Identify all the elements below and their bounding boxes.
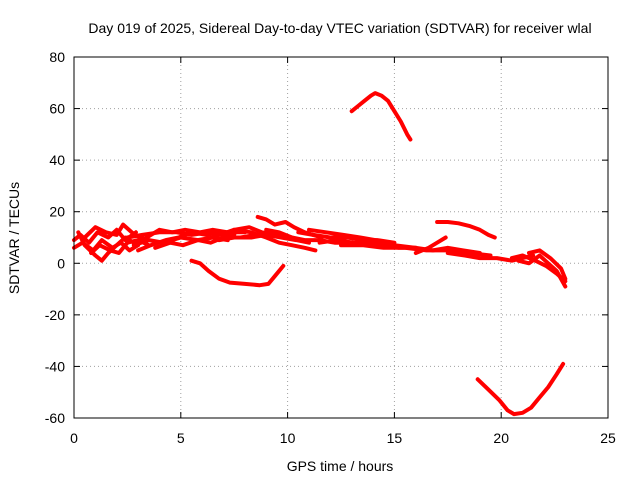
x-tick-label-0: 0 [70, 430, 78, 446]
x-tick-label-1: 5 [177, 430, 185, 446]
chart-title: Day 019 of 2025, Sidereal Day-to-day VTE… [88, 20, 591, 36]
series-arc-late-4 [445, 251, 536, 263]
series-arc-late-2 [371, 238, 482, 255]
ticks [73, 56, 609, 419]
x-axis-label: GPS time / hours [287, 458, 394, 474]
series-arc-high-1 [435, 220, 497, 240]
plot-frame [73, 56, 609, 419]
x-tick-label-5: 25 [600, 430, 616, 446]
series-arc-negative-1 [189, 258, 286, 288]
series-arc-top [349, 91, 413, 142]
y-tick-label-7: 80 [49, 49, 65, 65]
y-tick-label-5: 40 [49, 152, 65, 168]
x-tick-label-2: 10 [280, 430, 296, 446]
series-layer [72, 91, 568, 417]
series-arc-mid-10 [264, 227, 354, 245]
y-tick-label-6: 60 [49, 101, 65, 117]
x-tick-label-4: 20 [493, 430, 509, 446]
series-arc-mid-8 [232, 227, 318, 253]
y-tick-label-2: -20 [45, 307, 65, 323]
series-arc-late-3 [413, 235, 448, 255]
series-arc-early-3 [76, 230, 136, 263]
x-tick-label-3: 15 [387, 430, 403, 446]
tick-labels: 0 5 10 15 20 25 -60 -40 -20 0 20 40 60 80 [45, 49, 616, 446]
series-arc-late-6 [516, 253, 568, 289]
y-tick-label-4: 20 [49, 204, 65, 220]
y-tick-label-1: -40 [45, 358, 65, 374]
series-arc-bottom [475, 361, 566, 417]
y-axis-label: SDTVAR / TECUs [6, 182, 22, 294]
y-tick-label-0: -60 [45, 410, 65, 426]
series-arc-late-7 [527, 248, 568, 281]
series-arc-early-5 [89, 238, 151, 255]
y-tick-label-3: 0 [57, 255, 65, 271]
grid [74, 57, 608, 418]
